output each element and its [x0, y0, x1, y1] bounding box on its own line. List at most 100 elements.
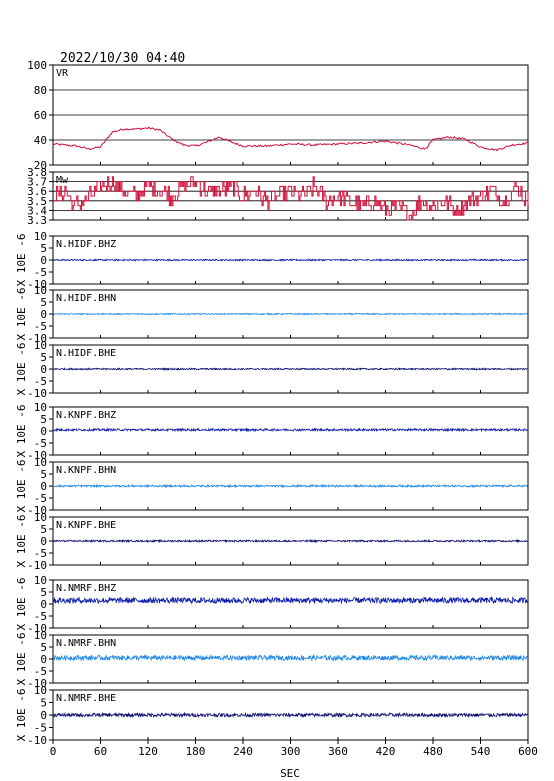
y-tick-label: 0: [40, 308, 47, 321]
trace-line: [52, 312, 528, 316]
y-tick-label: 5: [40, 351, 47, 364]
channel-label: N.KNPF.BHN: [56, 465, 116, 476]
y-tick-label: -5: [34, 266, 47, 279]
y-tick-label: 10: [34, 284, 47, 297]
y-tick-label: 10: [34, 684, 47, 697]
y-tick-label: 10: [34, 574, 47, 587]
y-tick-label: 3.3: [27, 214, 47, 227]
y-tick-label: 100: [27, 59, 47, 72]
y-tick-label: 0: [40, 653, 47, 666]
x-tick-label: 300: [281, 745, 301, 758]
y-tick-label: -10: [27, 504, 47, 517]
channel-label: VR: [56, 68, 69, 79]
trace-line: [52, 483, 528, 489]
y-unit-label: X 10E -6: [15, 288, 28, 341]
y-tick-label: 3.7: [27, 176, 47, 189]
channel-label: N.NMRF.BHN: [56, 638, 116, 649]
trace-line: [52, 595, 528, 605]
channel-label: N.KNPF.BHZ: [56, 410, 116, 421]
y-tick-label: -5: [34, 437, 47, 450]
y-tick-label: -10: [27, 734, 47, 747]
panel-vr: 100 80 60 40 20 VR: [27, 59, 529, 172]
y-tick-label: -10: [27, 677, 47, 690]
y-tick-label: -5: [34, 610, 47, 623]
x-tick-label: 420: [376, 745, 396, 758]
channel-label: N.HIDF.BHE: [56, 348, 116, 359]
y-tick-label: 5: [40, 586, 47, 599]
y-tick-label: 20: [34, 159, 47, 172]
y-unit-label: X 10E -6: [15, 405, 28, 458]
y-tick-label: 5: [40, 641, 47, 654]
y-tick-label: -10: [27, 278, 47, 291]
y-tick-label: -10: [27, 622, 47, 635]
x-tick-label: 120: [138, 745, 158, 758]
y-tick-label: -5: [34, 547, 47, 560]
y-tick-label: 5: [40, 413, 47, 426]
panels: 10080604020VR3.83.73.63.53.43.3Mw1050-5-…: [15, 59, 529, 747]
y-unit-label: X 10E -6: [15, 578, 28, 631]
y-tick-label: 0: [40, 254, 47, 267]
x-tick-label: 540: [471, 745, 491, 758]
y-tick-label: 0: [40, 425, 47, 438]
series-line: [52, 126, 529, 152]
x-tick-label: 60: [94, 745, 107, 758]
x-tick-label: 240: [233, 745, 253, 758]
y-unit-label: X 10E -6: [15, 234, 28, 287]
y-tick-label: -5: [34, 375, 47, 388]
y-tick-label: 40: [34, 134, 47, 147]
panel-frame: [52, 579, 529, 629]
y-tick-label: 5: [40, 242, 47, 255]
trace-line: [52, 258, 528, 262]
x-tick-label: 480: [423, 745, 443, 758]
x-tick-label: 600: [518, 745, 538, 758]
y-tick-label: 0: [40, 535, 47, 548]
y-tick-label: -10: [27, 332, 47, 345]
y-tick-label: -10: [27, 449, 47, 462]
y-tick-label: -10: [27, 559, 47, 572]
x-tick-label: 180: [186, 745, 206, 758]
y-unit-label: X 10E -6: [15, 515, 28, 568]
y-tick-label: 5: [40, 296, 47, 309]
channel-label: N.NMRF.BHZ: [56, 583, 116, 594]
y-tick-label: 0: [40, 480, 47, 493]
y-tick-label: 5: [40, 523, 47, 536]
x-axis: 0 60 120 180 240 300 360 420 480 540 600: [50, 740, 538, 758]
panel-mw: 3.83.73.63.53.43.3 Mw: [27, 166, 529, 227]
y-tick-label: -5: [34, 492, 47, 505]
y-tick-label: -5: [34, 665, 47, 678]
trace-line: [52, 654, 528, 662]
channel-label: N.NMRF.BHE: [56, 693, 116, 704]
trace-line: [52, 538, 528, 544]
channel-label: N.HIDF.BHN: [56, 293, 116, 304]
y-tick-label: -5: [34, 722, 47, 735]
y-tick-label: 3.4: [27, 204, 47, 217]
y-tick-label: 10: [34, 339, 47, 352]
y-tick-label: 5: [40, 468, 47, 481]
channel-label: N.KNPF.BHE: [56, 520, 116, 531]
y-tick-label: 10: [34, 629, 47, 642]
y-unit-label: X 10E -6: [15, 689, 28, 742]
y-tick-label: 60: [34, 109, 47, 122]
y-tick-label: 10: [34, 230, 47, 243]
trace-line: [52, 427, 528, 433]
y-tick-label: 0: [40, 598, 47, 611]
y-tick-label: 0: [40, 363, 47, 376]
y-tick-label: 10: [34, 401, 47, 414]
channel-label: N.HIDF.BHZ: [56, 239, 116, 250]
x-axis-label: SEC: [280, 767, 300, 780]
y-tick-label: -10: [27, 387, 47, 400]
x-tick-label: 360: [328, 745, 348, 758]
x-tick-label: 0: [50, 745, 57, 758]
trace-line: [52, 367, 528, 371]
y-tick-label: 3.8: [27, 166, 47, 179]
channel-label: Mw: [56, 175, 69, 186]
